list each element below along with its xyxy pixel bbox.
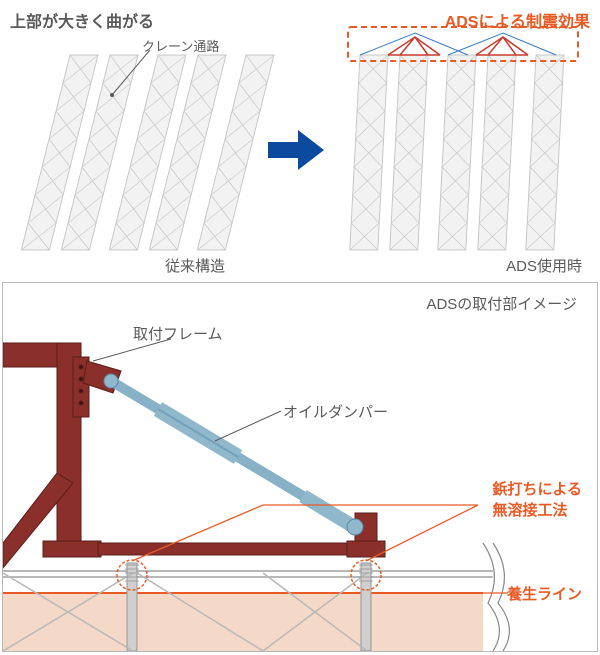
comparison-svg [0,0,600,280]
mounting-svg [3,283,599,651]
comparison-panel: 上部が大きく曲がる ADSによる制震効果 クレーン通路 従来構造 ADS使用時 [0,0,600,280]
arrow-icon [268,130,324,170]
mounting-detail-panel: ADSの取付部イメージ 取付フレーム オイルダンパー 鋲打ちによる 無溶接工法 … [2,282,598,652]
